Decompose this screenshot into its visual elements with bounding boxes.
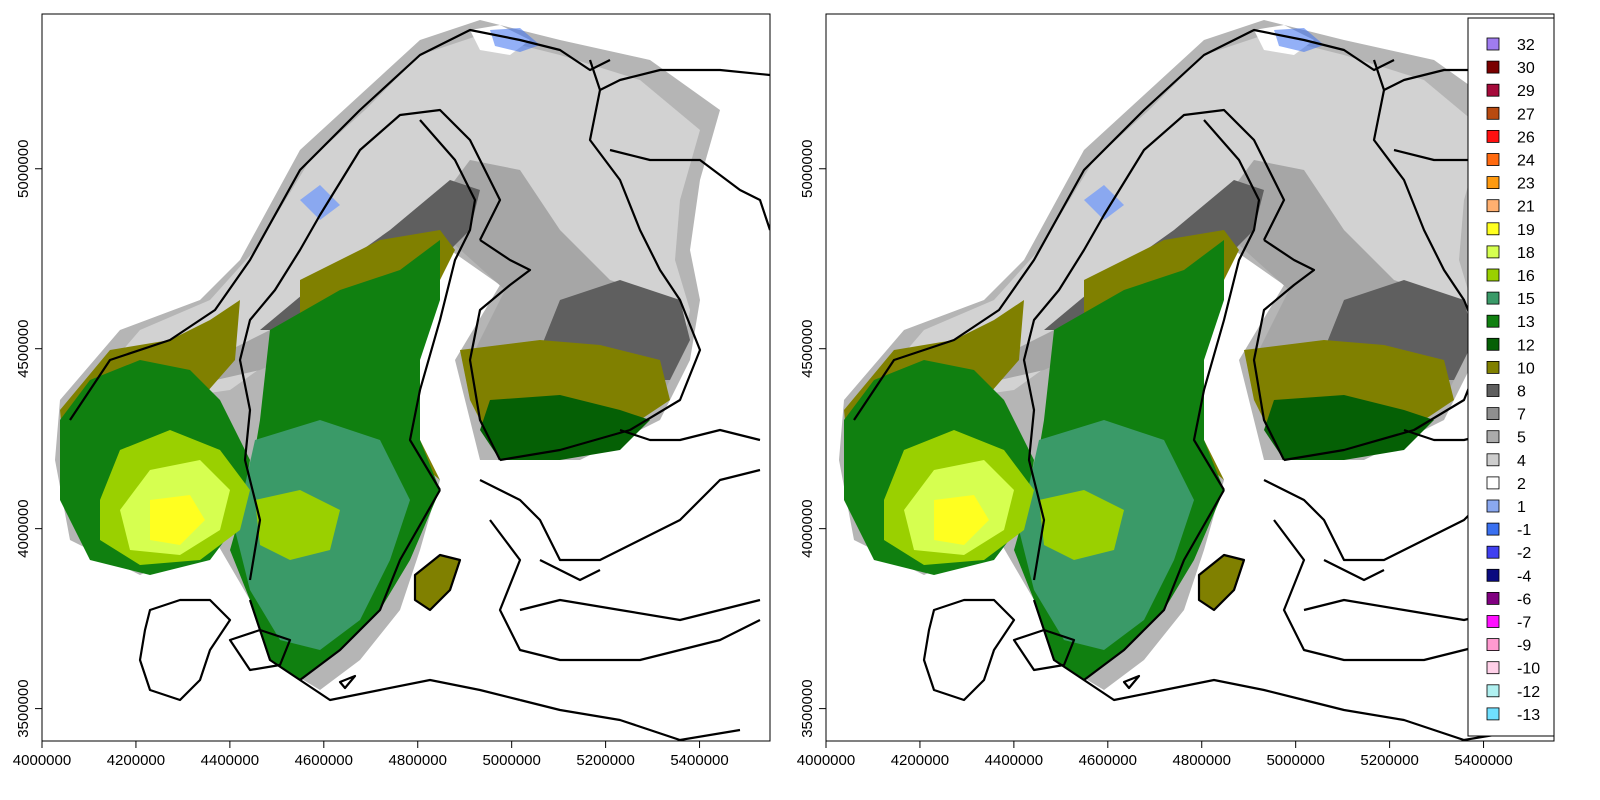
legend-swatch xyxy=(1486,592,1500,605)
legend-label: 12 xyxy=(1517,337,1535,354)
legend-swatch xyxy=(1486,430,1500,444)
y-tick-label: 4500000 xyxy=(15,320,32,378)
legend-label: 21 xyxy=(1517,199,1535,216)
legend-swatch xyxy=(1486,337,1500,351)
legend-label: 29 xyxy=(1517,83,1535,100)
x-tick-label: 5200000 xyxy=(1360,752,1418,769)
x-tick-label: 4400000 xyxy=(985,752,1043,769)
y-tick-label: 3500000 xyxy=(799,679,816,737)
legend-label: -12 xyxy=(1517,684,1540,701)
x-tick-label: 5200000 xyxy=(576,752,634,769)
legend-swatch xyxy=(1486,407,1500,421)
legend-label: -1 xyxy=(1517,522,1531,539)
legend-label: -10 xyxy=(1517,661,1540,678)
x-tick-label: 4400000 xyxy=(201,752,259,769)
legend-swatch xyxy=(1486,199,1500,213)
legend-swatch xyxy=(1486,176,1500,190)
legend-label: 15 xyxy=(1517,291,1535,308)
x-tick-label: 4800000 xyxy=(389,752,447,769)
legend-label: 2 xyxy=(1517,476,1526,493)
x-tick-label: 4000000 xyxy=(13,752,71,769)
legend-swatch xyxy=(1486,453,1500,467)
legend-swatch xyxy=(1486,153,1500,166)
legend-swatch xyxy=(1486,568,1500,582)
y-tick-label: 5000000 xyxy=(15,140,32,198)
legend-label: 4 xyxy=(1517,453,1526,470)
legend-label: -13 xyxy=(1517,707,1540,724)
legend-swatch xyxy=(1486,37,1500,51)
legend-label: 18 xyxy=(1517,245,1535,262)
legend-label: -7 xyxy=(1517,615,1531,632)
legend-label: 10 xyxy=(1517,360,1535,377)
legend-box xyxy=(1467,17,1555,737)
legend-label: 16 xyxy=(1517,268,1535,285)
legend-label: 23 xyxy=(1517,176,1535,193)
legend-swatch xyxy=(1486,222,1500,236)
legend-label: 32 xyxy=(1517,37,1535,54)
legend-swatch xyxy=(1486,684,1500,698)
legend-swatch xyxy=(1486,545,1500,559)
legend-label: -9 xyxy=(1517,638,1531,655)
map-panel-left: 4000000 4200000 4400000 4600000 4800000 50000… xyxy=(13,13,771,769)
legend-swatch xyxy=(1486,615,1500,628)
y-tick-label: 5000000 xyxy=(799,140,816,198)
y-axis-right: 3500000 4000000 4500000 5000000 xyxy=(799,140,826,738)
legend-swatch xyxy=(1486,268,1500,282)
legend-swatch xyxy=(1486,314,1500,328)
x-tick-label: 5400000 xyxy=(670,752,728,769)
legend-label: -2 xyxy=(1517,545,1531,562)
legend-label: 5 xyxy=(1517,430,1526,447)
legend-label: 27 xyxy=(1517,106,1535,123)
map-panel-right: 4000000 4200000 4400000 4600000 4800000 50000… xyxy=(797,13,1555,769)
legend-label: 24 xyxy=(1517,153,1535,170)
legend-label: 30 xyxy=(1517,60,1535,77)
legend-label: 1 xyxy=(1517,499,1526,516)
x-tick-label: 5000000 xyxy=(1266,752,1324,769)
x-tick-label: 5400000 xyxy=(1454,752,1512,769)
map-legend: 323029272624232119181615131210875421-1-2… xyxy=(1467,17,1555,737)
legend-swatch xyxy=(1486,522,1500,536)
legend-label: -6 xyxy=(1517,591,1531,608)
legend-label: 7 xyxy=(1517,407,1526,424)
legend-swatch xyxy=(1486,106,1500,120)
legend-swatch xyxy=(1486,60,1500,74)
y-tick-label: 4000000 xyxy=(15,499,32,557)
legend-swatch xyxy=(1486,638,1500,651)
legend-swatch xyxy=(1486,129,1500,143)
legend-label: 8 xyxy=(1517,384,1526,401)
legend-swatch xyxy=(1486,384,1500,397)
y-tick-label: 4500000 xyxy=(799,320,816,378)
legend-swatch xyxy=(1486,476,1500,490)
y-axis-left: 3500000 4000000 4500000 5000000 xyxy=(15,140,42,738)
legend-swatch xyxy=(1486,499,1500,513)
x-tick-label: 4600000 xyxy=(1079,752,1137,769)
map-raster-left xyxy=(53,18,770,741)
legend-label: 13 xyxy=(1517,314,1535,331)
x-tick-label: 4600000 xyxy=(295,752,353,769)
x-tick-label: 4000000 xyxy=(797,752,855,769)
legend-swatch xyxy=(1486,83,1500,97)
y-tick-label: 4000000 xyxy=(799,499,816,557)
x-axis-left: 4000000 4200000 4400000 4600000 4800000 50000… xyxy=(13,741,729,769)
legend-swatch xyxy=(1486,661,1500,675)
legend-swatch xyxy=(1486,707,1500,721)
x-axis-right: 4000000 4200000 4400000 4600000 4800000 50000… xyxy=(797,741,1513,769)
x-tick-label: 4200000 xyxy=(891,752,949,769)
map-raster-right xyxy=(837,18,1554,741)
legend-swatch xyxy=(1486,291,1500,305)
plot-frame-left xyxy=(41,13,771,742)
legend-label: 26 xyxy=(1517,129,1535,146)
x-tick-label: 5000000 xyxy=(482,752,540,769)
legend-label: 19 xyxy=(1517,222,1535,239)
legend-label: -4 xyxy=(1517,568,1531,585)
legend-swatch xyxy=(1486,245,1500,259)
y-tick-label: 3500000 xyxy=(15,679,32,737)
x-tick-label: 4800000 xyxy=(1173,752,1231,769)
legend-swatch xyxy=(1486,360,1500,374)
x-tick-label: 4200000 xyxy=(107,752,165,769)
